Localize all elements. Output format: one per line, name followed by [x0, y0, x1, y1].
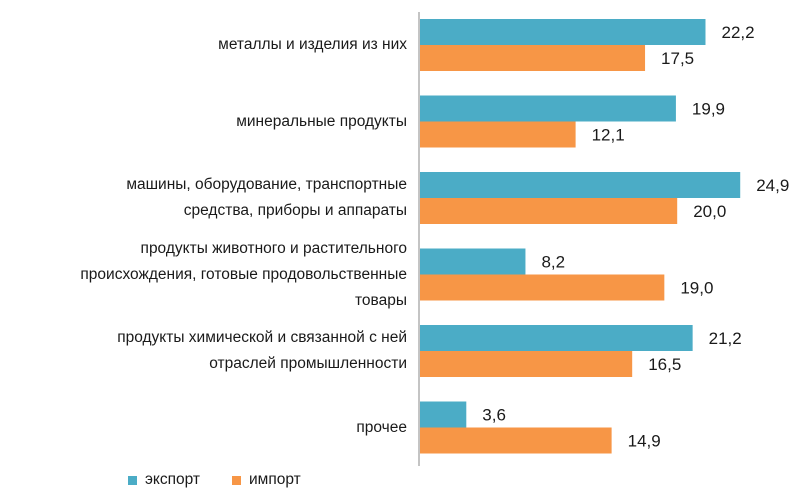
- bar-export-1: [420, 95, 676, 122]
- data-label-export-3: 8,2: [541, 253, 565, 272]
- data-label-import-3: 19,0: [680, 279, 713, 298]
- data-label-export-0: 22,2: [721, 23, 754, 42]
- category-label-3: продукты животного и растительного проис…: [80, 239, 407, 309]
- bar-export-5: [420, 401, 467, 428]
- bar-import-4: [420, 351, 633, 377]
- data-label-import-0: 17,5: [661, 49, 694, 68]
- bar-import-0: [420, 45, 646, 71]
- data-label-export-1: 19,9: [692, 100, 725, 119]
- legend-export-label: экспорт: [145, 471, 201, 488]
- bar-export-2: [420, 172, 741, 198]
- bar-import-3: [420, 274, 665, 301]
- legend-export: экспорт: [128, 470, 200, 490]
- legend-import-label: импорт: [249, 471, 301, 488]
- category-label-2: машины, оборудование, транспортные средс…: [126, 176, 407, 219]
- data-label-export-2: 24,9: [756, 176, 789, 195]
- data-label-import-5: 14,9: [628, 432, 661, 451]
- data-label-import-4: 16,5: [648, 355, 681, 374]
- bar-export-0: [420, 19, 706, 45]
- legend-import: импорт: [232, 470, 301, 490]
- data-label-export-4: 21,2: [709, 329, 742, 348]
- category-label-1: минеральные продукты: [236, 112, 407, 130]
- bar-export-4: [420, 325, 693, 351]
- category-label-0: металлы и изделия из них: [218, 36, 407, 53]
- bar-import-1: [420, 121, 576, 148]
- bar-import-2: [420, 198, 678, 224]
- data-label-import-2: 20,0: [693, 202, 726, 221]
- legend-export-swatch: [128, 475, 137, 485]
- category-label-4: продукты химической и связанной с ней от…: [117, 329, 407, 372]
- legend-import-swatch: [232, 475, 241, 485]
- data-label-import-1: 12,1: [592, 126, 625, 145]
- category-label-5: прочее: [356, 418, 407, 436]
- bar-export-3: [420, 248, 526, 275]
- bar-import-5: [420, 427, 612, 454]
- data-label-export-5: 3,6: [482, 406, 506, 425]
